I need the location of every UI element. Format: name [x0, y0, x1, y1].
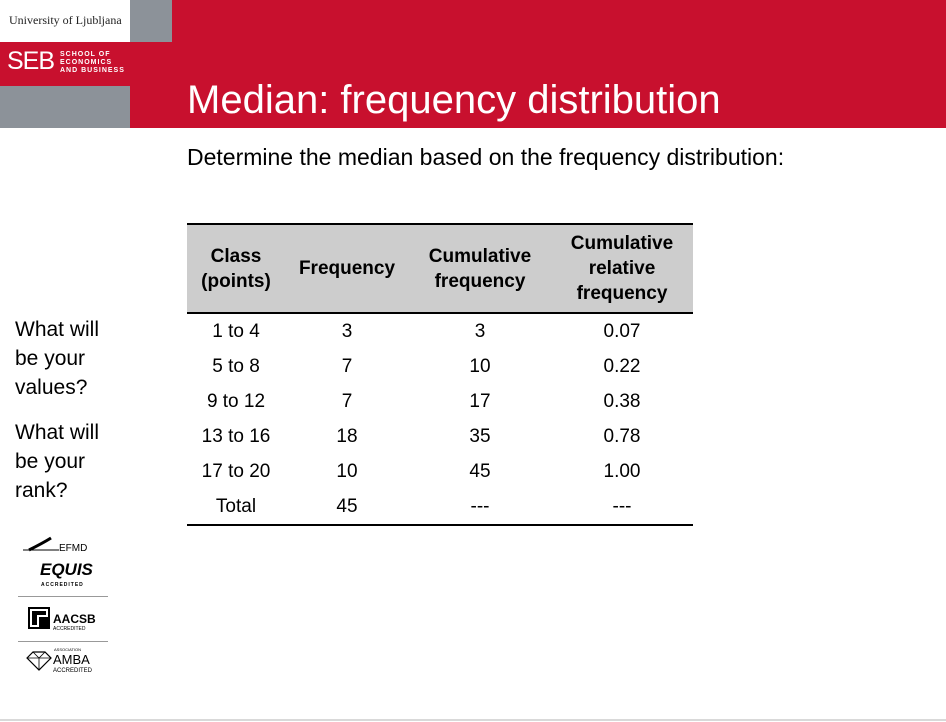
frequency-table: Class (points) Frequency Cumulative freque… [187, 223, 693, 526]
header-band [130, 0, 946, 128]
amba-sub-label: ACCREDITED [53, 668, 93, 674]
amba-label: AMBA [53, 652, 90, 667]
amba-icon: ASSOCIATION AMBA ACCREDITED [26, 647, 93, 674]
table-row: 5 to 8 7 10 0.22 [187, 349, 693, 384]
cell-relative: 0.07 [603, 320, 641, 342]
efmd-label: EFMD [59, 543, 87, 554]
cell-relative: 0.22 [603, 355, 641, 377]
header-cumulative-frequency: Cumulative frequency [409, 223, 551, 314]
table-row: 9 to 12 7 17 0.38 [187, 384, 693, 419]
cell-cumulative: 35 [469, 425, 491, 447]
amba-logo: ASSOCIATION AMBA ACCREDITED [15, 642, 111, 682]
equis-logo: EFMD EQUIS ACCREDITED [15, 530, 111, 596]
header-grey-block-lower [0, 86, 130, 128]
seb-logo: SEB [7, 47, 55, 75]
cell-frequency: 10 [336, 460, 358, 482]
cell-class: 9 to 12 [206, 390, 266, 412]
side-question-rank: What will be your rank? [15, 421, 100, 502]
cell-class: 5 to 8 [212, 355, 260, 377]
table-row: 13 to 16 18 35 0.78 [187, 419, 693, 454]
cell-cumulative: --- [409, 489, 551, 526]
accreditation-divider [18, 641, 108, 642]
header-class: Class (points) [187, 223, 285, 314]
cell-cumulative: 3 [474, 320, 486, 342]
amba-assoc-label: ASSOCIATION [54, 647, 81, 652]
header-grey-block [130, 0, 172, 42]
header-cumulative-relative-frequency: Cumulative relative frequency [551, 223, 693, 314]
aacsb-logo: AACSB ACCREDITED [15, 597, 111, 641]
cell-relative: 0.38 [603, 390, 641, 412]
table-row: 1 to 4 3 3 0.07 [187, 313, 693, 349]
slide-bottom-border [0, 719, 946, 721]
table-header-row: Class (points) Frequency Cumulative freque… [187, 223, 693, 314]
cell-class: Total [187, 489, 285, 526]
side-question-values: What will be your values? [15, 318, 100, 399]
cell-frequency: 7 [341, 355, 353, 377]
cell-frequency: 18 [336, 425, 358, 447]
school-name: SCHOOL OF ECONOMICS AND BUSINESS [60, 51, 125, 74]
cell-cumulative: 45 [469, 460, 491, 482]
aacsb-icon: AACSB ACCREDITED [28, 607, 96, 632]
cell-relative: 1.00 [603, 460, 641, 482]
cell-class: 17 to 20 [201, 460, 271, 482]
aacsb-label: AACSB [53, 612, 96, 626]
university-logo-area [0, 0, 130, 42]
equis-swoosh-icon: EFMD EQUIS ACCREDITED [23, 536, 94, 588]
cell-relative: 0.78 [603, 425, 641, 447]
cell-frequency: 3 [341, 320, 353, 342]
equis-label: EQUIS [40, 560, 94, 579]
university-name: University of Ljubljana [9, 13, 122, 27]
seb-logo-area [0, 42, 130, 86]
aacsb-sub-label: ACCREDITED [53, 626, 86, 632]
equis-sub-label: ACCREDITED [41, 582, 84, 588]
cell-class: 1 to 4 [212, 320, 260, 342]
cell-frequency: 45 [285, 489, 409, 526]
accreditation-logos: EFMD EQUIS ACCREDITED AACSB ACCREDITED A… [15, 530, 111, 682]
cell-frequency: 7 [341, 390, 353, 412]
slide-title: Median: frequency distribution [187, 78, 721, 122]
cell-cumulative: 10 [469, 355, 491, 377]
slide-subtitle: Determine the median based on the freque… [187, 144, 785, 170]
table-row: 17 to 20 10 45 1.00 [187, 454, 693, 489]
cell-class: 13 to 16 [201, 425, 271, 447]
cell-cumulative: 17 [469, 390, 491, 412]
cell-relative: --- [551, 489, 693, 526]
accreditation-divider [18, 596, 108, 597]
table-total-row: Total 45 --- --- [187, 489, 693, 526]
header-frequency: Frequency [285, 223, 409, 314]
